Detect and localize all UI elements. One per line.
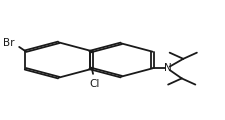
Text: Cl: Cl [89,79,99,89]
Text: N: N [164,63,171,73]
Text: Br: Br [2,39,14,48]
